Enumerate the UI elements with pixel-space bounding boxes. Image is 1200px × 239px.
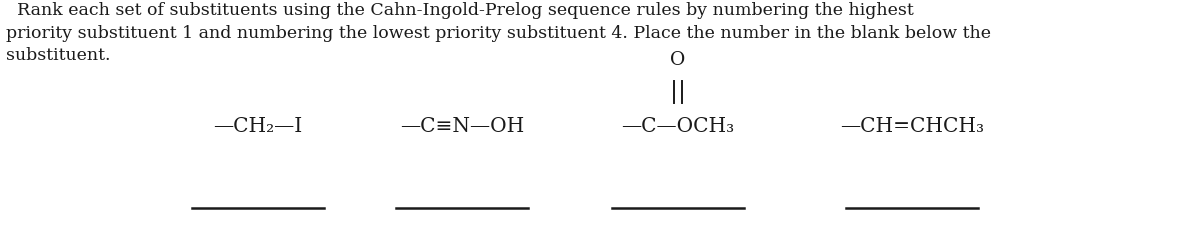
Text: O: O — [671, 51, 685, 69]
Text: —C—OCH₃: —C—OCH₃ — [622, 117, 734, 136]
Text: —CH₂—I: —CH₂—I — [214, 117, 302, 136]
Text: Rank each set of substituents using the Cahn-Ingold-Prelog sequence rules by num: Rank each set of substituents using the … — [6, 2, 991, 64]
Text: —C≡N—OH: —C≡N—OH — [400, 117, 524, 136]
Text: —CH=CHCH₃: —CH=CHCH₃ — [840, 117, 984, 136]
